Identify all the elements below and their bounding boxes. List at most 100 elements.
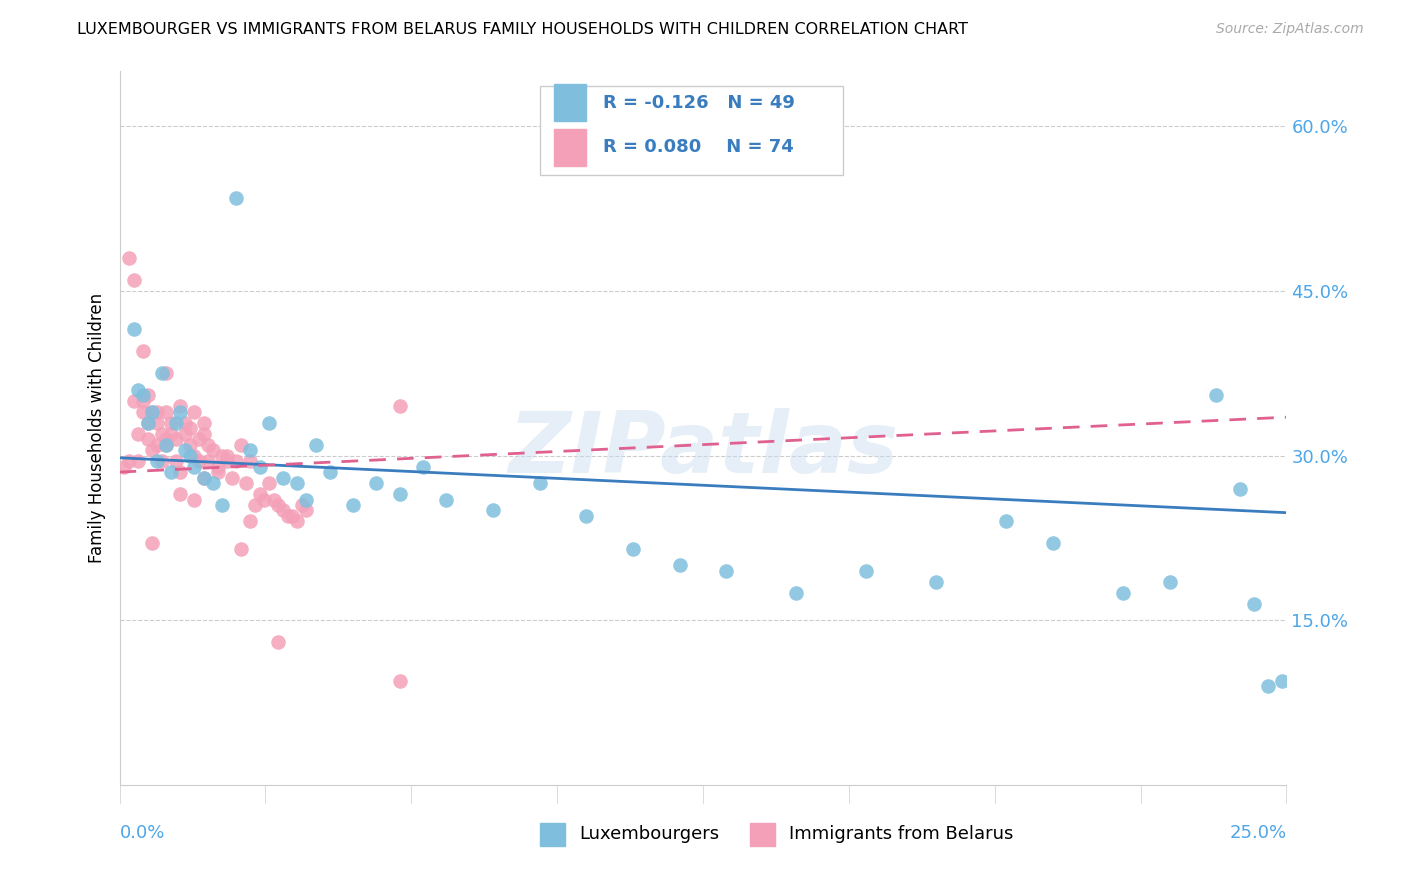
Point <box>118 251 141 265</box>
Point <box>1112 586 1135 600</box>
Point <box>304 437 326 451</box>
Point <box>160 416 183 430</box>
Point <box>211 449 233 463</box>
Point <box>132 405 155 419</box>
Point <box>1229 482 1251 496</box>
Point <box>160 426 183 441</box>
Point <box>855 564 877 578</box>
Point <box>621 541 644 556</box>
Point <box>150 366 173 380</box>
Point <box>132 393 155 408</box>
Text: R = 0.080    N = 74: R = 0.080 N = 74 <box>603 138 793 156</box>
Point <box>1042 536 1064 550</box>
Point <box>169 405 191 419</box>
Point <box>141 536 163 550</box>
Text: R = -0.126   N = 49: R = -0.126 N = 49 <box>603 94 794 112</box>
Point <box>295 503 318 517</box>
Point <box>1257 679 1279 693</box>
Point <box>271 470 294 484</box>
Point <box>342 498 364 512</box>
Point <box>122 393 145 408</box>
Point <box>267 498 290 512</box>
Point <box>253 492 276 507</box>
Point <box>257 416 280 430</box>
Point <box>173 443 195 458</box>
Point <box>146 454 169 468</box>
Point <box>366 476 388 491</box>
Point <box>183 459 205 474</box>
Point <box>239 454 262 468</box>
Point <box>155 437 177 451</box>
Point <box>995 515 1018 529</box>
Point <box>1271 673 1294 688</box>
Point <box>179 449 201 463</box>
Text: Luxembourgers: Luxembourgers <box>579 825 720 843</box>
Point <box>221 470 243 484</box>
Point <box>207 459 229 474</box>
Point <box>173 426 195 441</box>
Point <box>207 465 229 479</box>
Point <box>155 405 177 419</box>
FancyBboxPatch shape <box>540 86 844 175</box>
Point <box>249 487 271 501</box>
Point <box>229 541 252 556</box>
Point <box>122 322 145 336</box>
Point <box>285 515 308 529</box>
Point <box>132 344 155 359</box>
Point <box>257 476 280 491</box>
Point <box>215 454 238 468</box>
Point <box>290 498 312 512</box>
Point <box>668 558 690 573</box>
Point <box>295 492 318 507</box>
Point <box>1243 597 1265 611</box>
Point <box>136 388 159 402</box>
Point <box>146 416 169 430</box>
Point <box>285 476 308 491</box>
Text: Source: ZipAtlas.com: Source: ZipAtlas.com <box>1216 22 1364 37</box>
Point <box>183 492 205 507</box>
Point <box>169 465 191 479</box>
Point <box>127 454 149 468</box>
Bar <box>749 822 775 846</box>
Point <box>1159 574 1181 589</box>
Point <box>127 426 149 441</box>
Point <box>183 405 205 419</box>
Point <box>529 476 551 491</box>
Point <box>482 503 505 517</box>
Point <box>201 443 224 458</box>
Point <box>141 443 163 458</box>
Point <box>127 383 149 397</box>
Point <box>160 465 183 479</box>
Point <box>122 273 145 287</box>
Point <box>388 399 411 413</box>
Point <box>201 476 224 491</box>
Point <box>173 416 195 430</box>
Point <box>150 426 173 441</box>
Text: 25.0%: 25.0% <box>1229 824 1286 842</box>
Point <box>239 443 262 458</box>
Point <box>318 465 340 479</box>
Point <box>146 405 169 419</box>
Point <box>211 498 233 512</box>
Point <box>785 586 807 600</box>
Point <box>187 454 209 468</box>
Y-axis label: Family Households with Children: Family Households with Children <box>87 293 105 563</box>
Point <box>412 459 434 474</box>
Point <box>575 508 598 523</box>
Point <box>193 470 215 484</box>
Text: ZIPatlas: ZIPatlas <box>508 408 898 491</box>
Point <box>281 508 304 523</box>
Point <box>179 437 201 451</box>
Point <box>132 388 155 402</box>
Point <box>193 426 215 441</box>
Point <box>229 437 252 451</box>
Point <box>141 405 163 419</box>
Text: LUXEMBOURGER VS IMMIGRANTS FROM BELARUS FAMILY HOUSEHOLDS WITH CHILDREN CORRELAT: LUXEMBOURGER VS IMMIGRANTS FROM BELARUS … <box>77 22 969 37</box>
Point <box>165 416 187 430</box>
Point <box>136 416 159 430</box>
Point <box>267 635 290 649</box>
Point <box>388 673 411 688</box>
Point <box>271 503 294 517</box>
Point <box>277 508 299 523</box>
Point <box>235 476 257 491</box>
